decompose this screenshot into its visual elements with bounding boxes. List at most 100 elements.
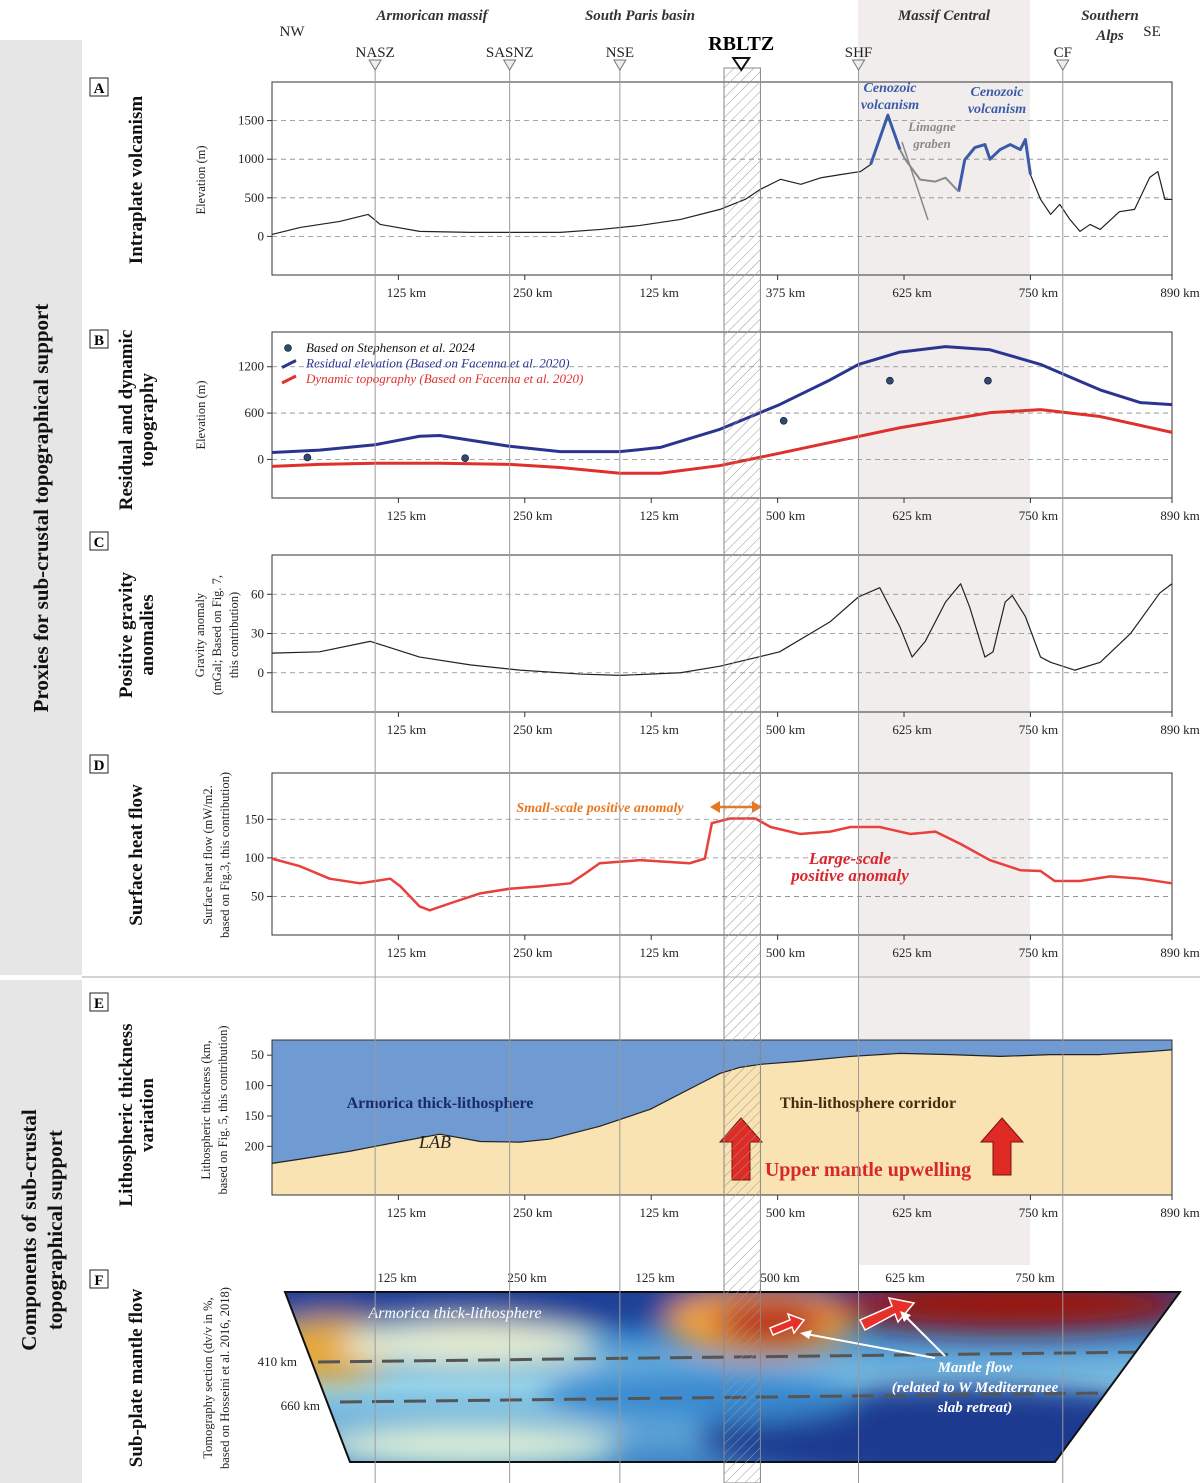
tomo-annotation: Armorica thick-lithosphere	[367, 1305, 541, 1322]
x-tick-label: 500 km	[766, 722, 805, 737]
panel-title: Sub-plate mantle flow	[126, 1289, 147, 1468]
panel-title: Lithospheric thickness	[116, 1023, 137, 1206]
annotation: Armorica thick-lithosphere	[347, 1095, 534, 1112]
x-tick-label: 500 km	[766, 1205, 805, 1220]
letter-box	[89, 992, 109, 1012]
x-tick-label: 890 km	[1160, 508, 1199, 523]
y-tick-label: 200	[245, 1138, 265, 1153]
legend-label: Based on Stephenson et al. 2024	[306, 340, 475, 355]
letter-box	[89, 77, 109, 97]
y-tick-label: 0	[258, 228, 265, 243]
fault-marker	[502, 59, 517, 71]
x-tick-label: 125 km	[387, 1205, 426, 1220]
x-tick-label: 250 km	[513, 285, 552, 300]
y-tick-label: 1000	[238, 151, 264, 166]
x-tick-label: 750 km	[1019, 285, 1058, 300]
x-tick-label: 500 km	[766, 508, 805, 523]
fault-marker	[851, 59, 866, 71]
panel-title: Residual and dynamic	[116, 330, 137, 511]
y-tick-label: 30	[251, 626, 264, 641]
panel-headers: A B C D E F Intraplate volcanism Residua…	[89, 77, 241, 1469]
section-label: Components of sub-crustal	[17, 1109, 41, 1351]
x-tick-label: 125 km	[387, 508, 426, 523]
direction-label: NW	[280, 24, 306, 40]
fault-marker	[612, 59, 627, 71]
panel-letter: E	[94, 996, 104, 1012]
panel-letter: F	[94, 1273, 103, 1289]
section-label: topographical support	[43, 1130, 67, 1330]
panel-letter: B	[94, 333, 104, 349]
x-tick-label: 750 km	[1019, 1205, 1058, 1220]
x-tick-label: 750 km	[1019, 945, 1058, 960]
tomo-tick-label: 500 km	[760, 1270, 799, 1285]
data-line	[271, 163, 1172, 236]
plot-frame	[271, 772, 1173, 936]
y-axis-label: Elevation (m)	[194, 380, 208, 449]
data-line	[271, 408, 1173, 475]
x-tick-label: 625 km	[892, 722, 931, 737]
x-tick-label: 625 km	[892, 945, 931, 960]
rbltz-marker	[731, 57, 752, 72]
y-axis-label: based on Fig.3, this contribution)	[218, 772, 232, 938]
x-tick-label: 500 km	[766, 945, 805, 960]
data-point	[984, 376, 992, 385]
depth-label: 660 km	[281, 1398, 320, 1413]
x-tick-label: 750 km	[1019, 508, 1058, 523]
region-label: Armorican massif	[375, 8, 489, 24]
rbltz-band	[723, 67, 761, 1483]
y-tick-label: 0	[258, 451, 265, 466]
data-point	[886, 376, 894, 385]
annotation: LAB	[418, 1132, 451, 1152]
data-line	[869, 113, 1032, 192]
panel-title: Intraplate volcanism	[126, 96, 147, 265]
fault-label: SHF	[845, 45, 873, 61]
x-tick-label: 125 km	[640, 1205, 679, 1220]
plot-frame	[271, 554, 1173, 713]
region-label: Alps	[1095, 28, 1124, 44]
y-tick-label: 100	[245, 850, 265, 865]
tomo-tick-label: 125 km	[377, 1270, 416, 1285]
y-axis-label: Lithospheric thickness (km,	[199, 1040, 213, 1179]
y-tick-label: 50	[251, 1047, 264, 1062]
x-tick-label: 625 km	[892, 508, 931, 523]
x-tick-label: 890 km	[1160, 945, 1199, 960]
x-tick-label: 890 km	[1160, 1205, 1199, 1220]
y-axis-label: Surface heat flow (mW/m2.	[201, 785, 215, 925]
letter-box	[89, 329, 109, 349]
y-tick-label: 1200	[238, 359, 264, 374]
letter-box	[89, 531, 109, 551]
section-bar	[0, 40, 82, 975]
data-line	[271, 1049, 1173, 1164]
y-tick-label: 1500	[238, 113, 264, 128]
x-tick-label: 125 km	[640, 722, 679, 737]
fault-overlay: NASZ SASNZ NSE SHF CF RBLTZ	[356, 33, 1072, 1483]
fault-label: CF	[1054, 45, 1072, 61]
panel-title: anomalies	[137, 594, 158, 675]
plot-frame	[271, 81, 1173, 276]
fault-marker	[1055, 59, 1070, 71]
x-tick-label: 125 km	[640, 945, 679, 960]
data-point	[779, 416, 788, 425]
annotation: Cenozoic	[864, 81, 918, 96]
annotation: Cenozoic	[971, 85, 1025, 100]
legend-label: Dynamic topography (Based on Facenna et …	[305, 371, 583, 386]
y-tick-label: 500	[245, 190, 265, 205]
y-axis-label: (mGal; Based on Fig. 7,	[210, 575, 224, 695]
plot-frame	[271, 331, 1173, 499]
tomo-tick-label: 125 km	[635, 1270, 674, 1285]
legend-marker	[281, 359, 297, 369]
x-tick-label: 250 km	[513, 1205, 552, 1220]
x-tick-label: 125 km	[640, 285, 679, 300]
panel-title: Surface heat flow	[126, 784, 147, 926]
y-tick-label: 600	[245, 405, 265, 420]
region-label: Massif Central	[897, 8, 991, 24]
x-tick-label: 125 km	[640, 508, 679, 523]
y-axis-label: Tomography section (dv/v in %,	[201, 1297, 215, 1458]
y-axis-label: based on Fig. 5, this contribution)	[216, 1025, 230, 1194]
tomo-tick-label: 625 km	[885, 1270, 924, 1285]
x-tick-label: 125 km	[387, 945, 426, 960]
fault-label: NASZ	[356, 45, 395, 61]
fault-label: NSE	[606, 45, 634, 61]
